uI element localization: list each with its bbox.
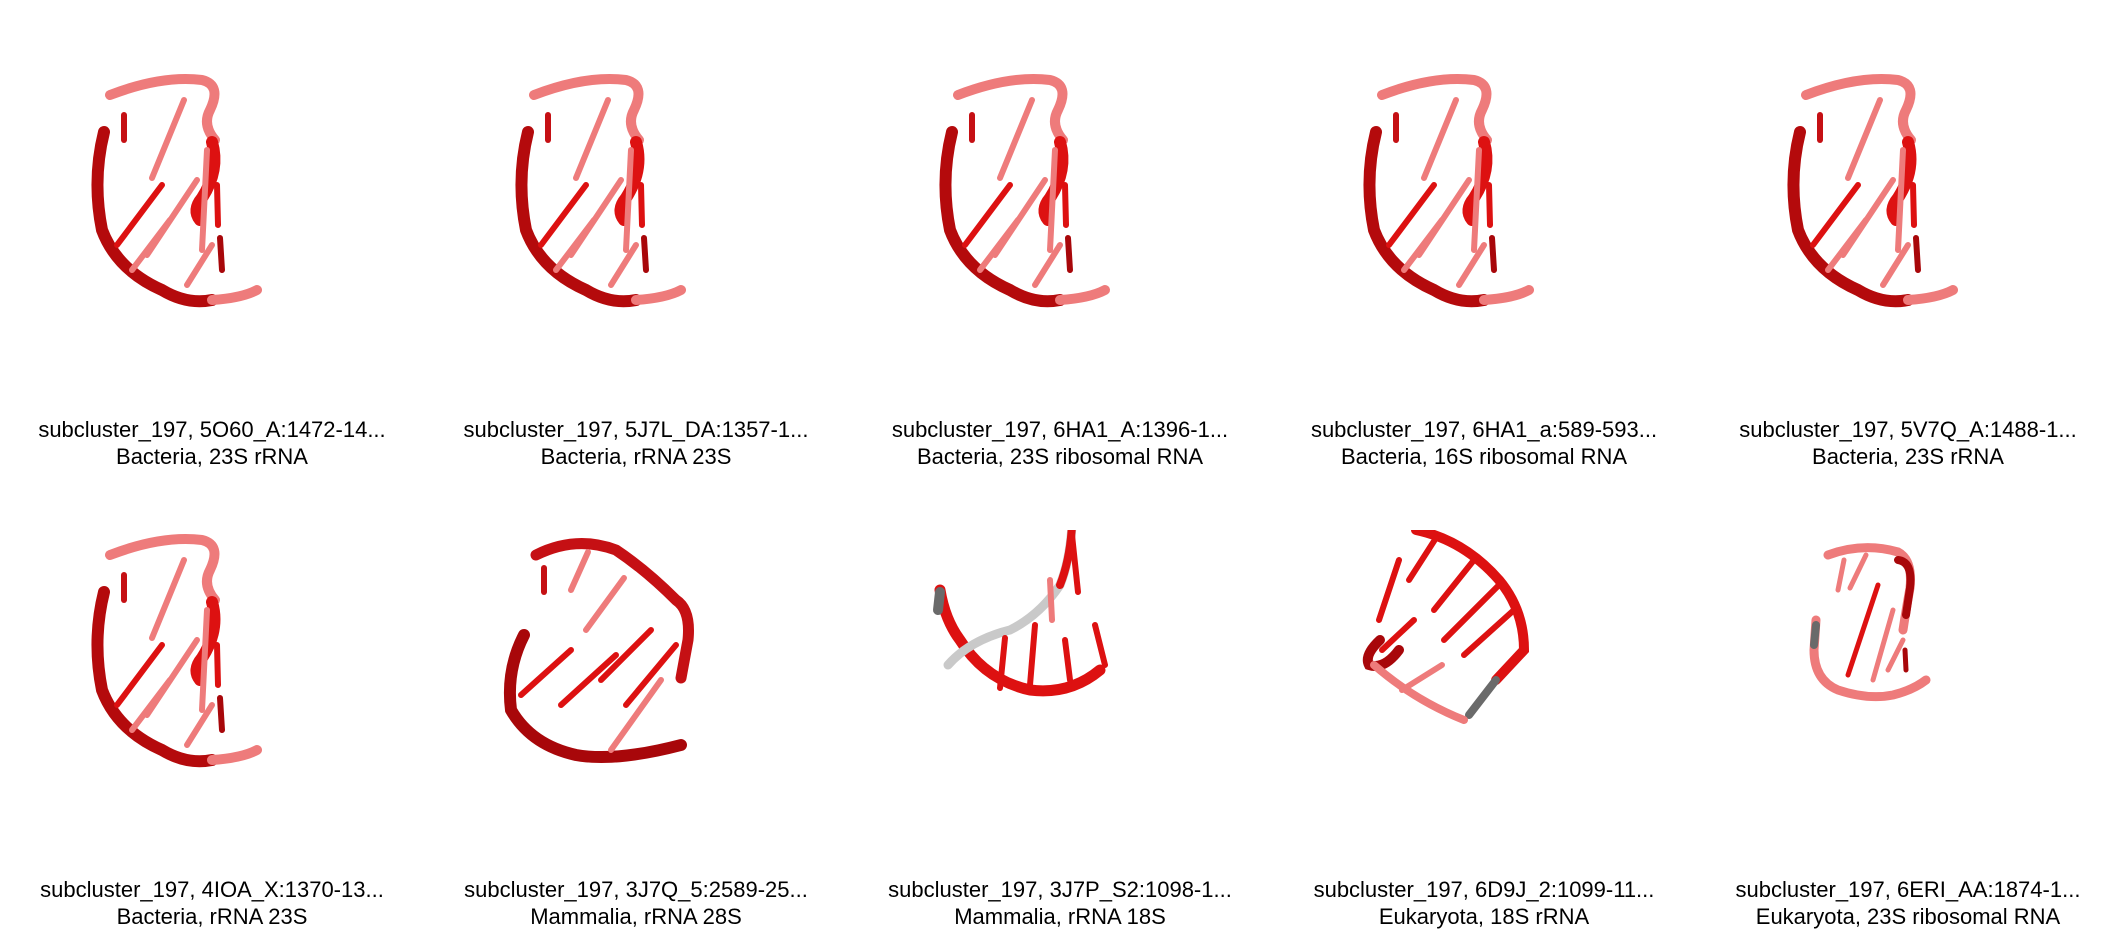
structure-panel[interactable]: subcluster_197, 5J7L_DA:1357-1... Bacter… (424, 0, 848, 470)
structure-panel[interactable]: subcluster_197, 6D9J_2:1099-11... Eukary… (1272, 460, 1696, 930)
rna-structure-image (933, 530, 1108, 697)
rna-structure-image (1363, 74, 1534, 308)
structure-title: subcluster_197, 6ERI_AA:1874-1... (1735, 877, 2081, 902)
structure-title: subcluster_197, 5O60_A:1472-14... (38, 417, 386, 442)
structure-caption: subcluster_197, 5V7Q_A:1488-1... Bacteri… (1696, 416, 2120, 470)
structure-caption: subcluster_197, 6ERI_AA:1874-1... Eukary… (1696, 876, 2120, 930)
rna-structure-image (1362, 530, 1530, 724)
structure-subtitle: Bacteria, rRNA 23S (540, 444, 732, 469)
rna-structure-image (939, 74, 1110, 308)
structure-subtitle: Mammalia, rRNA 18S (954, 904, 1166, 929)
structure-panel[interactable]: subcluster_197, 3J7P_S2:1098-1... Mammal… (848, 460, 1272, 930)
structure-subtitle: Eukaryota, 18S rRNA (1378, 904, 1590, 929)
rna-structure-image (515, 74, 686, 308)
structure-caption: subcluster_197, 6D9J_2:1099-11... Eukary… (1272, 876, 1696, 930)
structure-panel[interactable]: subcluster_197, 4IOA_X:1370-13... Bacter… (0, 460, 424, 930)
structure-title: subcluster_197, 4IOA_X:1370-13... (40, 877, 384, 902)
structure-title: subcluster_197, 3J7Q_5:2589-25... (464, 877, 808, 902)
structure-subtitle: Bacteria, 23S rRNA (116, 444, 308, 469)
rna-structure-image (503, 538, 694, 764)
structure-title: subcluster_197, 3J7P_S2:1098-1... (888, 877, 1232, 902)
structure-panel[interactable]: subcluster_197, 3J7Q_5:2589-25... Mammal… (424, 460, 848, 930)
structure-subtitle: Bacteria, rRNA 23S (116, 904, 308, 929)
structure-panel[interactable]: subcluster_197, 5V7Q_A:1488-1... Bacteri… (1696, 0, 2120, 470)
structure-caption: subcluster_197, 6HA1_a:589-593... Bacter… (1272, 416, 1696, 470)
structure-caption: subcluster_197, 3J7Q_5:2589-25... Mammal… (424, 876, 848, 930)
structure-title: subcluster_197, 5V7Q_A:1488-1... (1739, 417, 2077, 442)
structure-subtitle: Mammalia, rRNA 28S (530, 904, 742, 929)
structure-caption: subcluster_197, 5J7L_DA:1357-1... Bacter… (424, 416, 848, 470)
rna-structure-image (91, 534, 262, 768)
structure-subtitle: Eukaryota, 23S ribosomal RNA (1755, 904, 2061, 929)
structure-title: subcluster_197, 5J7L_DA:1357-1... (463, 417, 809, 442)
structure-title: subcluster_197, 6HA1_A:1396-1... (891, 417, 1229, 442)
structure-panel[interactable]: subcluster_197, 6ERI_AA:1874-1... Eukary… (1696, 460, 2120, 930)
structure-subtitle: Bacteria, 23S ribosomal RNA (916, 444, 1204, 469)
structure-panel[interactable]: subcluster_197, 5O60_A:1472-14... Bacter… (0, 0, 424, 470)
structure-title: subcluster_197, 6D9J_2:1099-11... (1313, 877, 1655, 902)
structure-panel[interactable]: subcluster_197, 6HA1_A:1396-1... Bacteri… (848, 0, 1272, 470)
rna-structure-image (91, 74, 262, 308)
structure-panel[interactable]: subcluster_197, 6HA1_a:589-593... Bacter… (1272, 0, 1696, 470)
rna-structure-image (1787, 74, 1958, 308)
structure-subtitle: Bacteria, 23S rRNA (1812, 444, 2004, 469)
structure-subtitle: Bacteria, 16S ribosomal RNA (1340, 444, 1628, 469)
rna-structure-image (1809, 543, 1931, 702)
structure-title: subcluster_197, 6HA1_a:589-593... (1310, 417, 1658, 442)
structure-caption: subcluster_197, 3J7P_S2:1098-1... Mammal… (848, 876, 1272, 930)
structure-caption: subcluster_197, 5O60_A:1472-14... Bacter… (0, 416, 424, 470)
structure-caption: subcluster_197, 6HA1_A:1396-1... Bacteri… (848, 416, 1272, 470)
structure-caption: subcluster_197, 4IOA_X:1370-13... Bacter… (0, 876, 424, 930)
